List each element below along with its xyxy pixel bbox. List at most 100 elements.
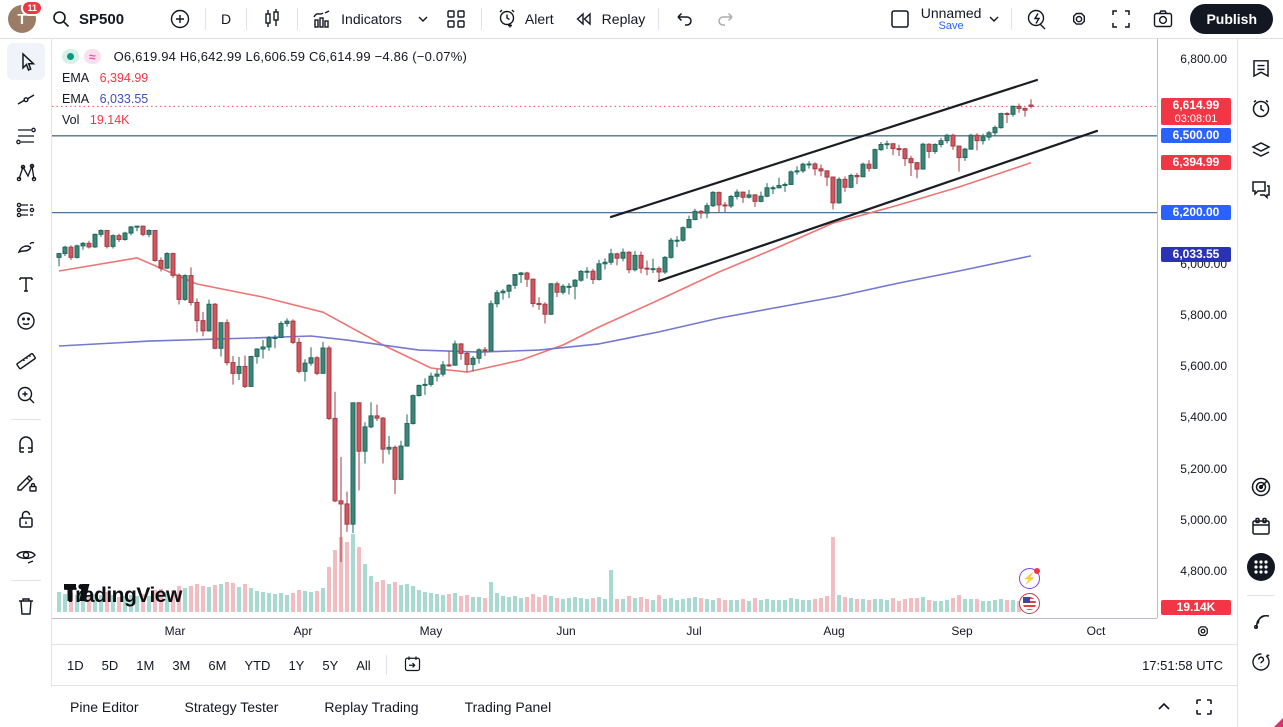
candle-body bbox=[326, 347, 332, 419]
settings-button[interactable] bbox=[1058, 4, 1100, 34]
tab-trading-panel[interactable]: Trading Panel bbox=[465, 691, 552, 723]
candle-body bbox=[896, 148, 902, 151]
indicators-button[interactable]: Indicators bbox=[302, 4, 411, 34]
pattern-tool[interactable] bbox=[7, 154, 45, 191]
trend-line-tool[interactable] bbox=[7, 80, 45, 117]
data-feed-button[interactable] bbox=[1243, 602, 1279, 642]
prediction-tool[interactable] bbox=[7, 191, 45, 228]
ema1-name: EMA bbox=[62, 71, 90, 85]
range-ytd[interactable]: YTD bbox=[235, 653, 279, 678]
candle-body bbox=[506, 284, 512, 292]
expand-panel-button[interactable] bbox=[1155, 698, 1173, 716]
scale-settings-button[interactable] bbox=[1193, 621, 1213, 646]
candle-body bbox=[428, 375, 434, 385]
measure-tool[interactable] bbox=[7, 339, 45, 376]
time-scale[interactable]: Mar Apr May Jun Jul Aug Sep Oct bbox=[52, 618, 1237, 645]
snapshot-button[interactable] bbox=[1142, 4, 1184, 34]
chat-button[interactable] bbox=[1243, 169, 1279, 209]
remove-drawings-button[interactable] bbox=[7, 587, 45, 624]
user-menu-button[interactable]: T 11 bbox=[8, 0, 43, 33]
candle-body bbox=[98, 230, 104, 235]
holiday-flag-icon[interactable] bbox=[1019, 593, 1040, 614]
chart-type-button[interactable] bbox=[251, 4, 293, 34]
layout-button[interactable] bbox=[879, 4, 921, 34]
top-toolbar: T 11 SP500 D Indicators Alert bbox=[0, 0, 1283, 39]
volume-legend-row[interactable]: Vol 19.14K bbox=[62, 113, 467, 127]
go-to-date-button[interactable] bbox=[393, 648, 432, 682]
volume-bar bbox=[801, 600, 805, 612]
countdown-timer: 03:08:01 bbox=[1174, 113, 1218, 126]
range-1y[interactable]: 1Y bbox=[279, 653, 313, 678]
magnet-mode-button[interactable] bbox=[7, 426, 45, 463]
text-tool[interactable] bbox=[7, 265, 45, 302]
tab-strategy-tester[interactable]: Strategy Tester bbox=[184, 691, 278, 723]
clock-utc[interactable]: 17:51:58 UTC bbox=[1142, 657, 1223, 673]
price-label-chip: 6,200.00 bbox=[1161, 204, 1231, 220]
indicators-templates-chevron[interactable] bbox=[411, 4, 435, 34]
grid-layout-button[interactable] bbox=[435, 4, 477, 34]
zoom-in-tool[interactable] bbox=[7, 376, 45, 413]
lock-drawings-button[interactable] bbox=[7, 500, 45, 537]
add-symbol-button[interactable] bbox=[159, 4, 201, 34]
emoji-tool[interactable] bbox=[7, 302, 45, 339]
watchlist-button[interactable] bbox=[1243, 49, 1279, 89]
apps-grid-button[interactable] bbox=[1243, 547, 1279, 587]
publish-button[interactable]: Publish bbox=[1190, 4, 1273, 34]
candle-body bbox=[284, 320, 290, 324]
volume-bar bbox=[981, 601, 985, 612]
separator bbox=[1011, 8, 1013, 30]
range-1d[interactable]: 1D bbox=[58, 653, 93, 678]
price-chart[interactable] bbox=[52, 39, 1157, 618]
radar-icon bbox=[1251, 477, 1270, 497]
cursor-tool[interactable] bbox=[6, 43, 45, 80]
drawing-mode-button[interactable] bbox=[7, 463, 45, 500]
symbol-search-button[interactable]: SP500 bbox=[40, 4, 133, 34]
ema2-legend-row[interactable]: EMA 6,033.55 bbox=[62, 92, 467, 106]
layout-name[interactable]: Unnamed bbox=[920, 4, 982, 21]
alerts-panel-button[interactable] bbox=[1243, 89, 1279, 129]
source-toggle[interactable] bbox=[62, 49, 79, 64]
layout-chevron[interactable] bbox=[981, 4, 1007, 34]
volume-bar bbox=[927, 600, 931, 612]
range-3m[interactable]: 3M bbox=[163, 653, 199, 678]
hide-drawings-button[interactable] bbox=[7, 537, 45, 574]
ema1-legend-row[interactable]: EMA 6,394.99 bbox=[62, 71, 467, 85]
interval-button[interactable]: D bbox=[210, 4, 242, 34]
range-5d[interactable]: 5D bbox=[93, 653, 128, 678]
range-5y[interactable]: 5Y bbox=[313, 653, 347, 678]
price-scale[interactable]: 6,800.006,600.006,400.006,200.006,000.00… bbox=[1157, 39, 1237, 618]
volume-bar bbox=[513, 596, 517, 612]
chart-pane[interactable]: ≈ O6,619.94 H6,642.99 L6,606.59 C6,614.9… bbox=[52, 39, 1157, 618]
fib-retracement-tool[interactable] bbox=[7, 117, 45, 154]
tab-pine-editor[interactable]: Pine Editor bbox=[70, 691, 138, 723]
range-all[interactable]: All bbox=[347, 653, 379, 678]
screener-button[interactable] bbox=[1243, 467, 1279, 507]
tab-replay-trading[interactable]: Replay Trading bbox=[324, 691, 418, 723]
help-button[interactable] bbox=[1243, 642, 1279, 682]
fullscreen-button[interactable] bbox=[1100, 4, 1142, 34]
volume-bar bbox=[375, 582, 379, 612]
grid-layout-icon bbox=[447, 10, 465, 28]
candle-body bbox=[944, 134, 950, 142]
similar-toggle[interactable]: ≈ bbox=[84, 49, 101, 64]
layout-name-block[interactable]: Unnamed Save bbox=[921, 6, 982, 32]
candle-body bbox=[140, 225, 146, 235]
undo-button[interactable] bbox=[663, 4, 705, 34]
redo-button[interactable] bbox=[705, 4, 747, 34]
maximize-panel-button[interactable] bbox=[1195, 698, 1213, 716]
object-tree-button[interactable] bbox=[1243, 129, 1279, 169]
candle-body bbox=[632, 254, 638, 271]
calendar-button[interactable] bbox=[1243, 507, 1279, 547]
range-1m[interactable]: 1M bbox=[127, 653, 163, 678]
earnings-event-icon[interactable]: ⚡ bbox=[1019, 568, 1040, 589]
replay-button[interactable]: Replay bbox=[563, 4, 655, 34]
candle-body bbox=[548, 283, 554, 315]
volume-bar bbox=[909, 598, 913, 612]
alert-button[interactable]: Alert bbox=[486, 4, 563, 34]
range-6m[interactable]: 6M bbox=[199, 653, 235, 678]
candle-body bbox=[566, 285, 572, 288]
quick-search-button[interactable] bbox=[1016, 4, 1058, 34]
volume-bar bbox=[393, 582, 397, 612]
save-link[interactable]: Save bbox=[938, 19, 964, 32]
brush-tool[interactable] bbox=[7, 228, 45, 265]
